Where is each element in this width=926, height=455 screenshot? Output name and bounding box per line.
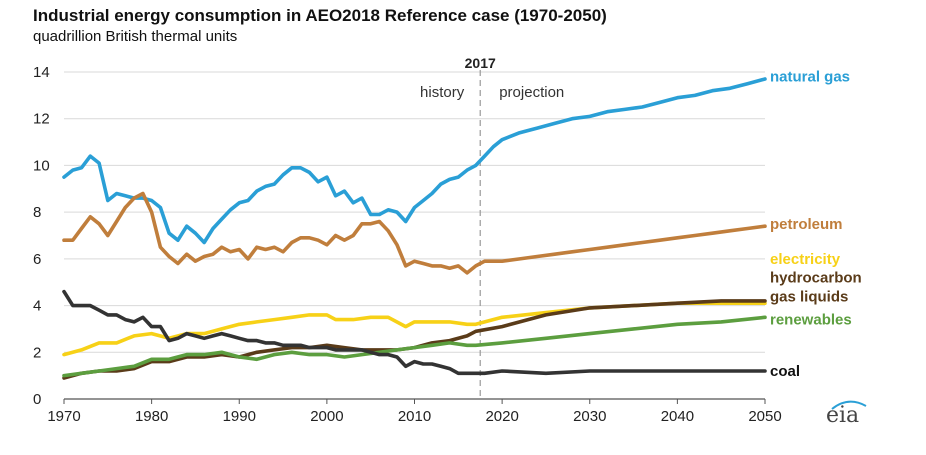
x-tick-label: 2050	[748, 408, 781, 425]
y-tick-label: 8	[33, 204, 41, 221]
y-tick-label: 10	[33, 157, 50, 174]
series-labels: natural gas petroleum electricity hydrocarb…	[770, 69, 862, 380]
series-line-electricity	[62, 301, 767, 357]
y-tick-label: 12	[33, 111, 50, 128]
gridlines	[64, 71, 765, 353]
history-projection-divider: 2017 history projection	[420, 55, 564, 399]
x-tick-label: 1990	[223, 408, 256, 425]
eia-logo-swoosh	[831, 400, 867, 410]
series-label-electricity: electricity	[770, 251, 841, 268]
series-label-natural-gas: natural gas	[770, 69, 850, 86]
series-label-renewables: renewables	[770, 312, 852, 329]
history-label: history	[420, 84, 465, 101]
y-tick-label: 4	[33, 298, 41, 315]
x-tick-label: 2010	[398, 408, 431, 425]
x-tick-label: 2000	[310, 408, 343, 425]
series-lines	[62, 77, 767, 380]
y-tick-label: 0	[33, 391, 41, 408]
series-label-coal: coal	[770, 363, 800, 380]
x-tick-label: 2020	[485, 408, 518, 425]
y-tick-label: 14	[33, 64, 50, 81]
series-label-hydrocarbon-gas-liquids: hydrocarbon	[770, 270, 862, 287]
axes: 0 2 4 6 8 10 12 14 1970 1980 1990 2000 2010 2020 2030 2…	[33, 64, 782, 425]
series-line-renewables	[62, 315, 767, 378]
x-tick-label: 2030	[573, 408, 606, 425]
series-label-petroleum: petroleum	[770, 216, 843, 233]
x-tick-label: 1970	[47, 408, 80, 425]
series-label-hydrocarbon-gas-liquids: gas liquids	[770, 289, 848, 306]
series-line-coal	[62, 289, 767, 376]
x-tick-label: 1980	[135, 408, 168, 425]
x-tick-label: 2040	[661, 408, 694, 425]
eia-logo: eia	[826, 403, 859, 428]
divider-year-label: 2017	[465, 55, 496, 71]
series-line-hydrocarbon-gas-liquids	[62, 299, 767, 380]
chart-subtitle: quadrillion British thermal units	[33, 28, 238, 45]
series-line-petroleum	[62, 191, 767, 275]
chart-title: Industrial energy consumption in AEO2018…	[33, 6, 607, 25]
series-line-natural-gas	[62, 77, 767, 245]
projection-label: projection	[499, 84, 564, 101]
y-tick-label: 2	[33, 344, 41, 361]
y-tick-label: 6	[33, 251, 41, 268]
